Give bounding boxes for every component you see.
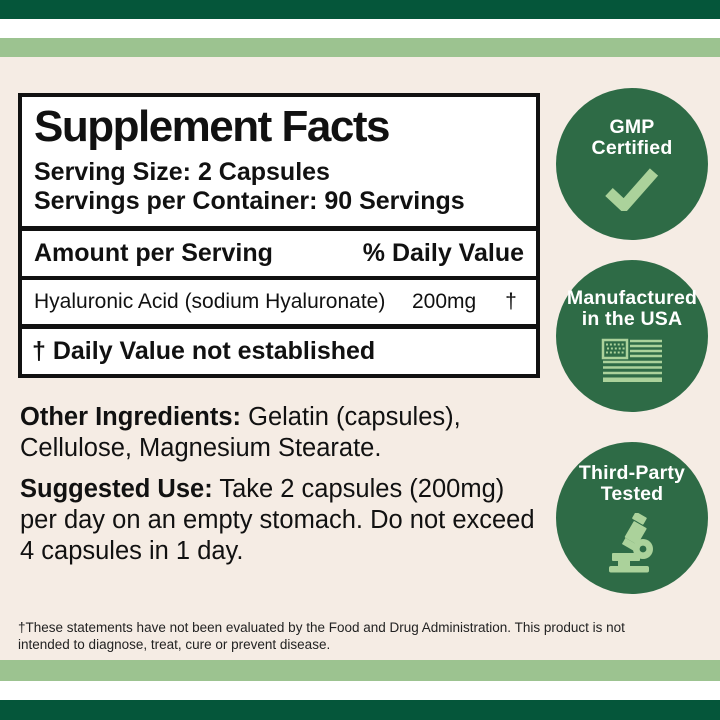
column-header-row: Amount per Serving % Daily Value <box>22 231 536 280</box>
suggested-use-label: Suggested Use: <box>20 475 213 503</box>
panel-title: Supplement Facts <box>34 102 390 151</box>
fda-disclaimer-line2: intended to diagnose, treat, cure or pre… <box>18 636 331 652</box>
column-amount-per-serving: Amount per Serving <box>34 238 273 267</box>
ingredient-daily-value-dagger: † <box>505 289 517 313</box>
daily-value-note: † Daily Value not established <box>32 336 376 365</box>
badge-gmp-certified: GMP Certified <box>556 88 708 240</box>
panel-header: Supplement Facts Serving Size: 2 Capsule… <box>22 97 536 231</box>
other-ingredients-label: Other Ingredients: <box>20 403 242 431</box>
badge-usa-line2: in the USA <box>581 308 683 330</box>
badge-third-party-tested: Third-Party Tested <box>556 442 708 594</box>
badge-manufactured-usa: Manufactured in the USA <box>556 260 708 412</box>
top-band-light-green <box>0 38 720 57</box>
column-daily-value: % Daily Value <box>362 238 524 267</box>
bottom-band-light-green <box>0 660 720 681</box>
badge-usa-text: Manufactured in the USA <box>567 288 697 330</box>
supplement-facts-panel: Supplement Facts Serving Size: 2 Capsule… <box>18 93 540 378</box>
ingredient-name: Hyaluronic Acid (sodium Hyaluronate) <box>34 289 386 313</box>
ingredient-row: Hyaluronic Acid (sodium Hyaluronate) 200… <box>22 280 536 329</box>
suggested-use-block: Suggested Use: Take 2 capsules (200mg) p… <box>20 474 542 567</box>
bottom-band-white <box>0 681 720 700</box>
ingredient-amount: 200mg <box>412 289 477 313</box>
servings-per-container: Servings per Container: 90 Servings <box>34 186 465 215</box>
badge-gmp-line1: GMP <box>609 116 655 138</box>
bottom-band-dark-green <box>0 700 720 720</box>
other-ingredients-block: Other Ingredients: Gelatin (capsules), C… <box>20 402 542 464</box>
badge-tested-line2: Tested <box>600 483 664 505</box>
checkmark-icon <box>605 168 659 211</box>
suggested-use-text3: 4 capsules in 1 day. <box>20 537 244 565</box>
badge-tested-text: Third-Party Tested <box>579 463 685 505</box>
badge-tested-line1: Third-Party <box>578 462 686 484</box>
suggested-use-text1: Take 2 capsules (200mg) <box>219 475 505 503</box>
fda-disclaimer: †These statements have not been evaluate… <box>18 620 708 653</box>
badge-usa-line1: Manufactured <box>566 287 698 309</box>
other-ingredients-text1: Gelatin (capsules), <box>248 403 461 431</box>
badge-gmp-text: GMP Certified <box>592 117 673 159</box>
microscope-icon <box>609 513 653 573</box>
badge-gmp-line2: Certified <box>591 137 673 159</box>
suggested-use-line1: Suggested Use: Take 2 capsules (200mg) <box>20 474 542 505</box>
serving-size: Serving Size: 2 Capsules <box>34 157 330 186</box>
other-ingredients-line1: Other Ingredients: Gelatin (capsules), <box>20 402 542 433</box>
other-ingredients-text2: Cellulose, Magnesium Stearate. <box>20 434 382 462</box>
top-band-dark-green <box>0 0 720 19</box>
usa-flag-icon <box>601 338 662 382</box>
suggested-use-text2: per day on an empty stomach. Do not exce… <box>20 506 535 534</box>
fda-disclaimer-line1: †These statements have not been evaluate… <box>18 620 625 635</box>
top-band-white <box>0 19 720 38</box>
